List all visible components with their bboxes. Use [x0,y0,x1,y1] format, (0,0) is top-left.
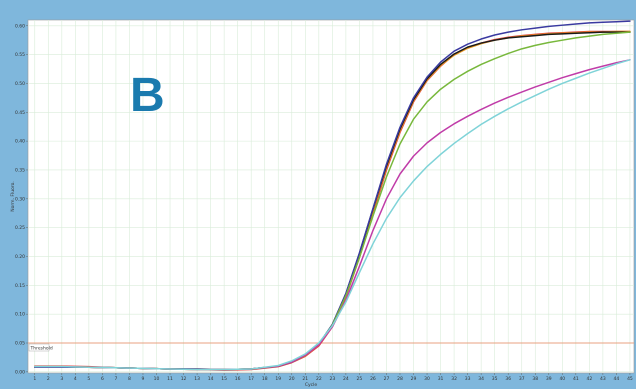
x-tick-label-39: 40 [559,376,565,382]
x-tick-label-25: 26 [370,376,376,382]
x-axis-ticks: 1 2 3 4 5 6 7 8 9 10 11 12 13 14 15 16 17 18 19 20 21 22 23 24 2… [33,373,633,382]
x-tick-label-38: 39 [546,376,552,382]
x-tick-label-21: 22 [316,376,322,382]
plot-area [27,19,635,374]
x-tick-label-41: 42 [586,376,592,382]
x-tick-label-44: 45 [627,376,633,382]
x-tick-label-12: 13 [194,376,200,382]
x-tick-label-0: 1 [33,376,36,382]
y-tick-label-0: 0.00 [15,369,25,375]
threshold-label-box [28,343,50,352]
x-tick-label-6: 7 [114,376,117,382]
x-tick-label-18: 19 [275,376,281,382]
x-tick-label-27: 28 [397,376,403,382]
x-tick-label-19: 20 [289,376,295,382]
y-tick-label-5: 0.25 [15,225,25,231]
x-tick-label-40: 41 [573,376,579,382]
x-tick-label-16: 17 [248,376,254,382]
x-tick-label-35: 36 [505,376,511,382]
y-tick-label-2: 0.10 [15,312,25,318]
y-tick-label-4: 0.20 [15,254,25,260]
threshold-group: Threshold [28,342,634,352]
y-axis-label: Norm. Fluoro. [10,181,16,211]
x-tick-label-30: 31 [438,376,444,382]
x-tick-label-11: 12 [181,376,187,382]
x-tick-label-1: 2 [47,376,50,382]
x-tick-label-3: 4 [74,376,77,382]
x-tick-label-43: 44 [614,376,620,382]
x-tick-label-28: 29 [411,376,417,382]
x-tick-label-17: 18 [262,376,268,382]
y-tick-label-8: 0.40 [15,139,25,145]
series-line-6[interactable] [34,59,631,371]
x-tick-label-29: 30 [424,376,430,382]
y-tick-label-11: 0.55 [15,52,25,58]
y-tick-label-7: 0.35 [15,167,25,173]
x-tick-label-36: 37 [519,376,525,382]
chart-series [34,20,631,371]
x-tick-label-9: 10 [154,376,160,382]
chart-grid [28,20,634,373]
x-tick-label-4: 5 [87,376,90,382]
x-tick-label-7: 8 [128,376,131,382]
x-tick-label-14: 15 [221,376,227,382]
x-tick-label-24: 25 [357,376,363,382]
x-axis-label: Cycle [305,382,318,388]
x-tick-label-23: 24 [343,376,349,382]
y-tick-label-12: 0.60 [15,23,25,29]
y-axis-ticks: 0.00 0.05 0.10 0.15 0.20 0.25 0.30 0.35 0.40 0.45… [15,23,28,375]
x-tick-label-26: 27 [384,376,390,382]
x-tick-label-32: 33 [465,376,471,382]
x-tick-label-10: 11 [167,376,173,382]
x-tick-label-22: 23 [329,376,335,382]
x-tick-label-5: 6 [101,376,104,382]
x-tick-label-15: 16 [235,376,241,382]
panel-letter: B [130,69,165,122]
y-tick-label-1: 0.05 [15,341,25,347]
y-tick-label-9: 0.45 [15,110,25,116]
x-tick-label-31: 32 [451,376,457,382]
y-tick-label-10: 0.50 [15,81,25,87]
threshold-label: Threshold [30,345,53,351]
x-tick-label-2: 3 [60,376,63,382]
x-tick-label-37: 38 [532,376,538,382]
x-tick-label-8: 9 [142,376,145,382]
x-tick-label-34: 35 [492,376,498,382]
y-tick-label-6: 0.30 [15,196,25,202]
x-tick-label-13: 14 [208,376,214,382]
x-tick-label-20: 21 [302,376,308,382]
x-tick-label-42: 43 [600,376,606,382]
x-tick-label-33: 34 [478,376,484,382]
y-tick-label-3: 0.15 [15,283,25,289]
